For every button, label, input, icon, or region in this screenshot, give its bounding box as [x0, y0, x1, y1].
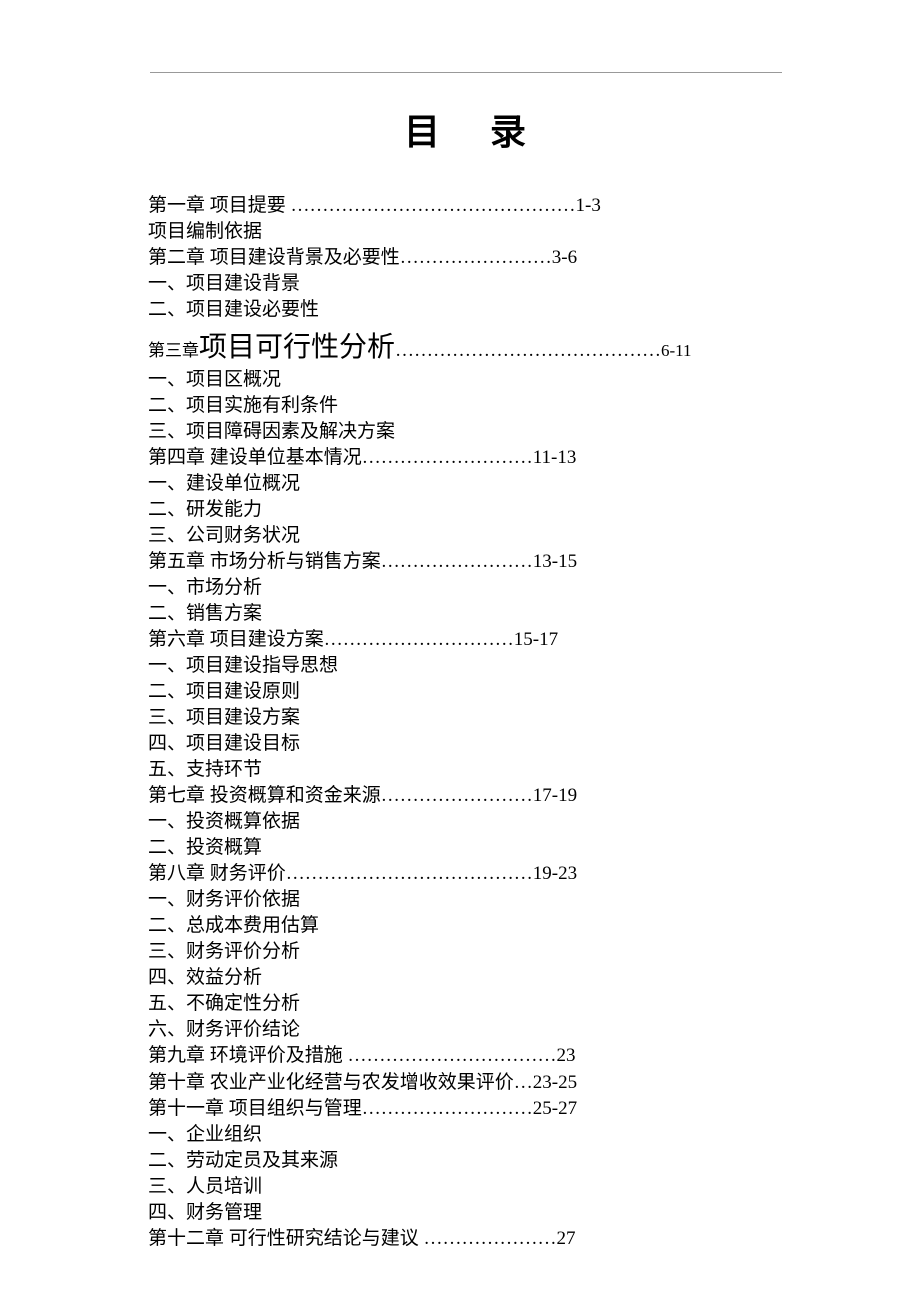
toc-entry-featured: 第三章 项目可行性分析……………………………………6-11 [148, 325, 772, 365]
toc-sub-entry: 项目编制依据 [148, 219, 772, 245]
toc-sub-entry: 一、市场分析 [148, 575, 772, 601]
toc-chapter-entry: 第七章 投资概算和资金来源……………………17-19 [148, 783, 772, 809]
toc-sub-entry: 三、财务评价分析 [148, 939, 772, 965]
toc-sub-entry: 一、项目区概况 [148, 367, 772, 393]
toc-sub-entry: 三、项目建设方案 [148, 705, 772, 731]
header-rule [150, 72, 782, 73]
toc-sub-entry: 一、建设单位概况 [148, 471, 772, 497]
toc-chapter-entry: 第十一章 项目组织与管理………………………25-27 [148, 1096, 772, 1122]
toc-sub-entry: 二、劳动定员及其来源 [148, 1148, 772, 1174]
toc-sub-entry: 一、项目建设指导思想 [148, 653, 772, 679]
toc-chapter-entry: 第一章 项目提要 ………………………………………1-3 [148, 193, 772, 219]
toc-sub-entry: 二、研发能力 [148, 497, 772, 523]
toc-sub-entry: 五、支持环节 [148, 757, 772, 783]
toc-sub-entry: 二、项目建设必要性 [148, 297, 772, 323]
toc-sub-entry: 二、项目实施有利条件 [148, 393, 772, 419]
toc-chapter-entry: 第十二章 可行性研究结论与建议 …………………27 [148, 1226, 772, 1252]
toc-chapter-entry: 第六章 项目建设方案…………………………15-17 [148, 627, 772, 653]
toc-sub-entry: 四、财务管理 [148, 1200, 772, 1226]
toc-sub-entry: 三、人员培训 [148, 1174, 772, 1200]
toc-chapter-entry: 第十章 农业产业化经营与农发增收效果评价…23-25 [148, 1070, 772, 1096]
toc-sub-entry: 二、投资概算 [148, 835, 772, 861]
toc-sub-entry: 一、投资概算依据 [148, 809, 772, 835]
toc-chapter-entry: 第四章 建设单位基本情况………………………11-13 [148, 445, 772, 471]
toc-sub-entry: 一、项目建设背景 [148, 271, 772, 297]
toc-sub-entry: 一、企业组织 [148, 1122, 772, 1148]
toc-chapter-entry: 第八章 财务评价…………………………………19-23 [148, 861, 772, 887]
document-page: 目录 第一章 项目提要 ………………………………………1-3项目编制依据第二章 … [0, 72, 920, 1252]
toc-title: 目录 [148, 103, 772, 155]
toc-list: 第一章 项目提要 ………………………………………1-3项目编制依据第二章 项目建… [148, 193, 772, 1252]
toc-sub-entry: 五、不确定性分析 [148, 991, 772, 1017]
toc-chapter-entry: 第五章 市场分析与销售方案……………………13-15 [148, 549, 772, 575]
toc-leader-dots: …………………………………… [395, 340, 661, 362]
toc-sub-entry: 二、销售方案 [148, 601, 772, 627]
toc-chapter-prefix: 第三章 [148, 336, 199, 361]
toc-sub-entry: 四、项目建设目标 [148, 731, 772, 757]
toc-chapter-entry: 第九章 环境评价及措施 ……………………………23 [148, 1043, 772, 1069]
toc-sub-entry: 四、效益分析 [148, 965, 772, 991]
toc-sub-entry: 三、项目障碍因素及解决方案 [148, 419, 772, 445]
toc-sub-entry: 三、公司财务状况 [148, 523, 772, 549]
toc-page-number: 6-11 [661, 341, 692, 361]
toc-chapter-title: 项目可行性分析 [199, 325, 395, 365]
toc-sub-entry: 六、财务评价结论 [148, 1017, 772, 1043]
toc-sub-entry: 二、项目建设原则 [148, 679, 772, 705]
toc-chapter-entry: 第二章 项目建设背景及必要性……………………3-6 [148, 245, 772, 271]
toc-sub-entry: 二、总成本费用估算 [148, 913, 772, 939]
toc-sub-entry: 一、财务评价依据 [148, 887, 772, 913]
